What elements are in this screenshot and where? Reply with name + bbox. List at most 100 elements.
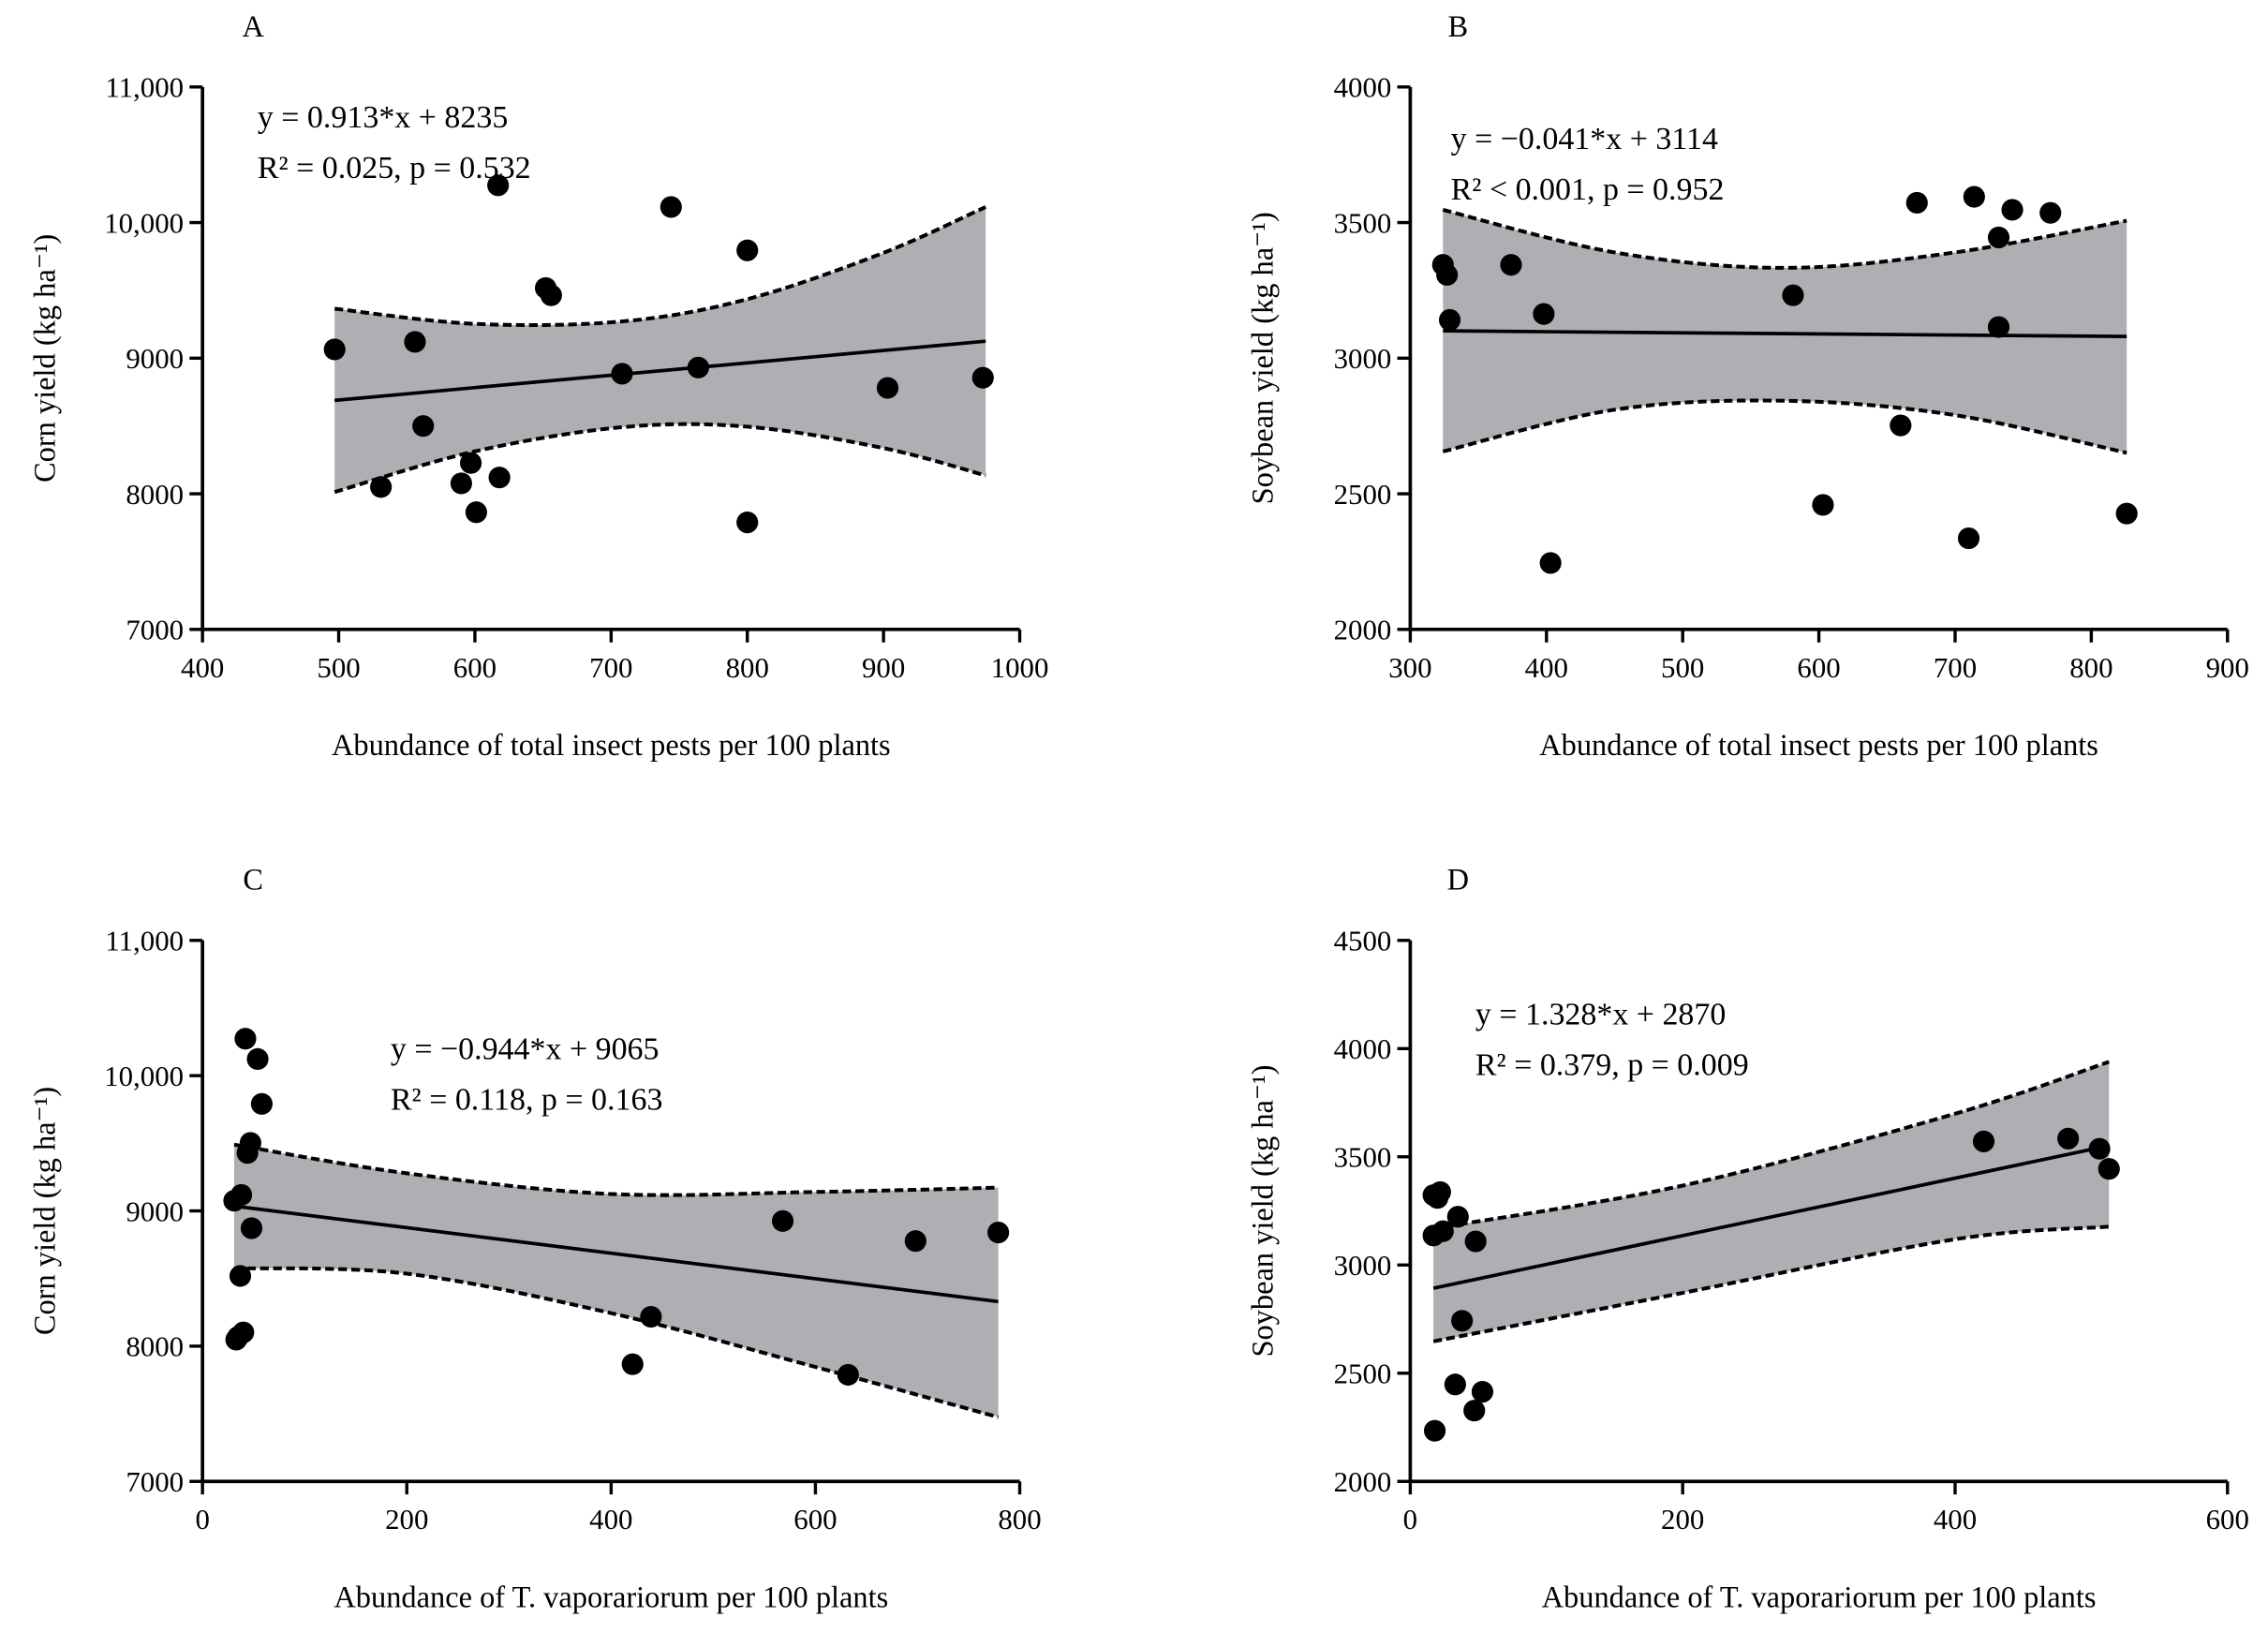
data-point	[370, 476, 393, 498]
data-point	[1438, 308, 1461, 332]
data-point	[236, 1142, 259, 1165]
data-point	[1782, 284, 1804, 306]
x-tick-label: 0	[1403, 1503, 1417, 1536]
data-point	[1500, 254, 1522, 276]
x-tick-label: 800	[2069, 651, 2112, 684]
panel-label: D	[1447, 864, 1469, 898]
data-point	[412, 415, 435, 438]
x-tick-label: 600	[2206, 1503, 2249, 1536]
ci-lower-line	[233, 1266, 1000, 1419]
x-tick-label: 800	[726, 651, 769, 684]
x-tick-label: 700	[1934, 651, 1977, 684]
regression-stats: R² < 0.001, p = 0.952	[1451, 172, 1725, 207]
data-point	[2115, 502, 2138, 525]
regression-stats: R² = 0.379, p = 0.009	[1475, 1047, 1749, 1082]
data-point	[250, 1092, 273, 1115]
x-tick-label: 400	[1934, 1503, 1977, 1536]
data-point	[2039, 201, 2062, 224]
y-axis-label: Corn yield (kg ha⁻¹)	[29, 1087, 63, 1335]
ci-upper-line	[1432, 1060, 2110, 1231]
data-point	[736, 512, 759, 534]
y-tick-label: 2500	[1334, 478, 1392, 511]
y-tick-label: 3500	[1334, 1141, 1392, 1174]
panel-label: B	[1448, 10, 1469, 44]
x-tick-label: 800	[998, 1503, 1041, 1536]
regression-equation: y = −0.944*x + 9065	[391, 1031, 660, 1066]
data-point	[460, 452, 482, 474]
regression-stats: R² = 0.025, p = 0.532	[258, 151, 531, 185]
data-point	[540, 284, 562, 306]
regression-equation: y = −0.041*x + 3114	[1451, 122, 1718, 156]
data-point	[465, 501, 487, 524]
x-tick-label: 400	[589, 1503, 632, 1536]
data-point	[1426, 1187, 1449, 1209]
y-tick-label: 7000	[126, 1465, 184, 1498]
x-tick-label: 400	[181, 651, 224, 684]
y-tick-label: 10,000	[104, 206, 184, 239]
y-tick-label: 3500	[1334, 206, 1392, 239]
y-tick-label: 11,000	[105, 925, 184, 957]
regression-equation: y = 1.328*x + 2870	[1475, 997, 1726, 1031]
data-point	[1471, 1381, 1494, 1403]
y-tick-label: 8000	[126, 478, 184, 511]
panel-label: C	[243, 864, 263, 898]
data-point	[1446, 1206, 1469, 1228]
data-point	[240, 1217, 263, 1239]
regression-line	[233, 1204, 999, 1304]
data-point	[1987, 316, 2010, 338]
panel-c: 0 200 400 600 800 7000 8000 9000 10,000 11,000 Abu…	[29, 864, 1042, 1615]
x-axis-label: Abundance of T. vaporariorum per 100 pla…	[334, 1581, 888, 1615]
data-point	[230, 1183, 253, 1207]
data-point	[1464, 1230, 1487, 1253]
data-point	[640, 1305, 662, 1328]
y-tick-label: 3000	[1334, 1249, 1392, 1282]
data-point	[837, 1363, 859, 1387]
data-point	[687, 356, 709, 378]
data-point	[1905, 191, 1928, 215]
ci-upper-line	[334, 205, 986, 328]
y-tick-label: 2500	[1334, 1358, 1392, 1390]
data-point	[1451, 1310, 1474, 1332]
data-point	[450, 472, 472, 495]
confidence-band	[1433, 1061, 2110, 1342]
y-axis-label: Soybean yield (kg ha⁻¹)	[1247, 212, 1281, 504]
data-point	[2098, 1158, 2120, 1180]
data-point	[987, 1222, 1010, 1244]
data-point	[876, 377, 899, 399]
data-point	[660, 196, 682, 218]
panel-a: 400 500 600 700 800 900 1000 7000 8000 9000 10,000…	[29, 10, 1049, 763]
data-point	[323, 338, 346, 361]
y-axis-label: Soybean yield (kg ha⁻¹)	[1247, 1064, 1281, 1357]
data-point	[904, 1230, 926, 1253]
x-tick-label: 200	[385, 1503, 428, 1536]
x-tick-label: 400	[1525, 651, 1568, 684]
x-tick-label: 600	[1797, 651, 1840, 684]
confidence-band	[233, 1144, 999, 1417]
confidence-band	[1443, 209, 2127, 453]
ci-lower-line	[1442, 398, 2127, 455]
data-point	[1957, 527, 1980, 550]
ci-upper-line	[233, 1142, 999, 1197]
y-tick-label: 2000	[1334, 1465, 1392, 1498]
data-point	[1963, 185, 1985, 208]
data-point	[2001, 199, 2023, 221]
data-point	[1972, 1130, 1995, 1152]
x-tick-label: 700	[589, 651, 632, 684]
x-tick-label: 900	[862, 651, 905, 684]
regression-equation: y = 0.913*x + 8235	[258, 100, 508, 135]
y-tick-label: 4000	[1334, 1032, 1392, 1065]
data-point	[1539, 552, 1562, 574]
confidence-band	[334, 206, 986, 493]
x-axis-label: Abundance of total insect pests per 100 …	[1539, 729, 2098, 763]
data-point	[2088, 1137, 2111, 1160]
x-axis-label: Abundance of total insect pests per 100 …	[332, 729, 891, 763]
y-tick-label: 4500	[1334, 925, 1392, 957]
regression-line	[334, 339, 986, 403]
data-point	[621, 1353, 644, 1375]
x-axis-label: Abundance of T. vaporariorum per 100 pla…	[1542, 1581, 2097, 1615]
y-tick-label: 4000	[1334, 71, 1392, 104]
data-point	[971, 366, 994, 389]
data-point	[1444, 1373, 1466, 1396]
y-tick-label: 11,000	[105, 71, 184, 104]
